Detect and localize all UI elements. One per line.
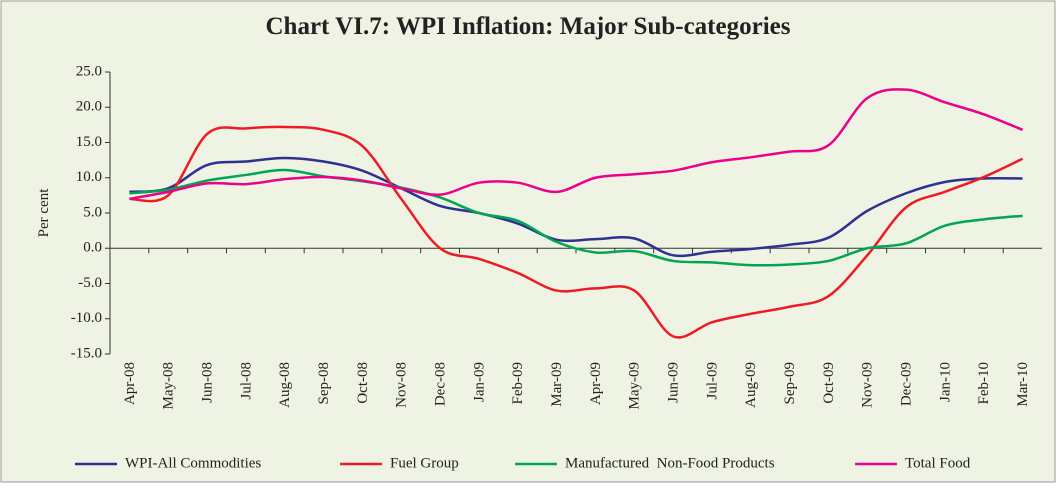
x-tick-label: Feb-09	[510, 362, 526, 405]
x-tick-label: Jul-08	[238, 362, 254, 400]
chart-title: Chart VI.7: WPI Inflation: Major Sub-cat…	[266, 13, 791, 40]
x-tick-label: Nov-08	[394, 362, 410, 408]
x-tick-label: Nov-09	[860, 362, 876, 408]
legend-label: Manufactured Non-Food Products	[565, 455, 775, 471]
x-tick-label: Jul-09	[704, 362, 720, 400]
x-tick-label: Dec-08	[433, 362, 449, 406]
y-tick-label: -10.0	[71, 310, 102, 326]
series-line	[129, 88, 1024, 201]
x-tick-label: Aug-08	[277, 362, 293, 408]
y-tick-label: 0.0	[83, 240, 102, 256]
x-tick-label: Oct-08	[355, 362, 371, 404]
legend-label: Fuel Group	[390, 455, 459, 471]
x-tick-label: Sep-08	[316, 362, 332, 405]
x-tick-label: Dec-09	[899, 362, 915, 406]
x-tick-label: May-09	[627, 362, 643, 410]
x-tick-label: Jun-08	[200, 362, 216, 403]
y-axis-label: Per cent	[36, 188, 52, 238]
y-tick-label: 5.0	[83, 204, 102, 220]
x-tick-label: Feb-10	[976, 362, 992, 405]
x-tick-label: Sep-09	[782, 362, 798, 405]
x-tick-label: Jan-09	[471, 362, 487, 402]
x-tick-label: Mar-10	[1015, 362, 1031, 407]
y-tick-label: 20.0	[76, 99, 102, 115]
series-line	[129, 168, 1023, 267]
y-tick-label: 15.0	[76, 134, 102, 150]
y-tick-label: -5.0	[78, 275, 102, 291]
y-tick-label: 10.0	[76, 169, 102, 185]
y-tick-label: 25.0	[76, 63, 102, 79]
series-line	[129, 156, 1023, 258]
x-tick-label: Jun-09	[666, 362, 682, 403]
legend-label: Total Food	[905, 455, 971, 471]
x-tick-label: Apr-09	[588, 362, 604, 405]
x-tick-label: Oct-09	[821, 362, 837, 404]
series-line	[129, 125, 1024, 339]
x-tick-label: Jan-10	[937, 362, 953, 402]
x-tick-label: Mar-09	[549, 362, 565, 407]
x-tick-label: Apr-08	[122, 362, 138, 405]
x-tick-label: Aug-09	[743, 362, 759, 408]
y-tick-label: -15.0	[71, 345, 102, 361]
legend-label: WPI-All Commodities	[125, 455, 261, 471]
x-tick-label: May-08	[161, 362, 177, 410]
